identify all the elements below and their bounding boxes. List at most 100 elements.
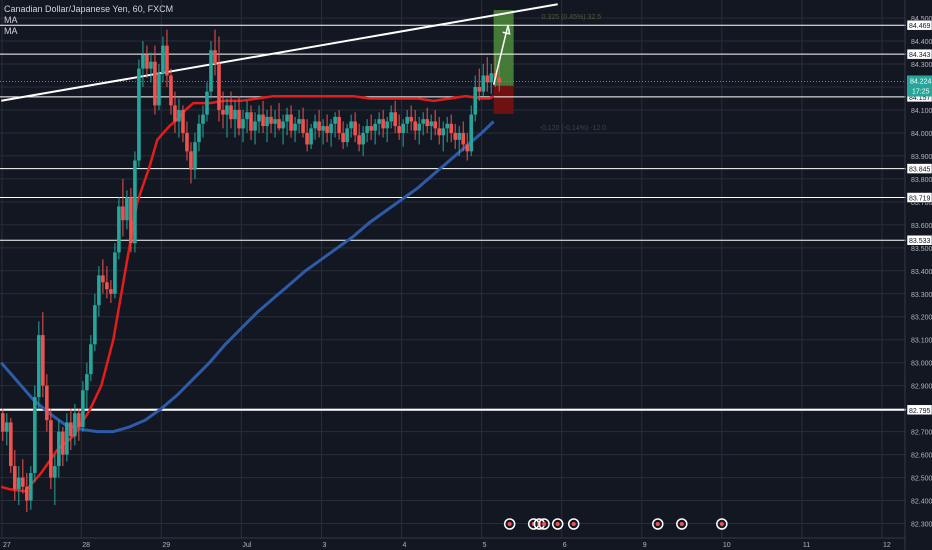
candle-body (85, 374, 89, 391)
candle-up (245, 100, 249, 133)
candle-body (269, 116, 273, 124)
candle-down (325, 114, 329, 143)
event-marker-ring (676, 518, 688, 530)
candle-down (485, 57, 490, 92)
candle-body (321, 126, 325, 131)
candle-body (217, 64, 221, 110)
candle-down (181, 105, 185, 143)
event-flag-icon[interactable] (503, 518, 516, 530)
candle-body (177, 109, 181, 122)
candle-body (465, 144, 470, 152)
symbol-title[interactable]: Canadian Dollar/Japanese Yen, 60, FXCM (4, 4, 174, 14)
x-tick-label: 6 (563, 542, 567, 549)
candle-body (237, 109, 241, 129)
candle-body (261, 114, 265, 127)
ma-indicator-label[interactable]: MA (4, 15, 18, 25)
candle-body (121, 206, 125, 221)
ma-slow-line (0, 120, 495, 434)
event-flag-icon[interactable] (538, 518, 550, 530)
candle-up (281, 114, 285, 145)
event-flag-icon[interactable] (652, 518, 664, 530)
candle-body (233, 109, 237, 120)
candle-down (497, 61, 502, 92)
candle-body (205, 91, 209, 115)
event-dot-icon[interactable] (567, 518, 580, 530)
candle-body (189, 151, 193, 170)
candle-body (297, 119, 301, 124)
candle-body (425, 119, 429, 127)
symbol-name: Canadian Dollar/Japanese Yen (4, 4, 128, 14)
candle-body (1, 413, 5, 432)
candle-body (325, 126, 329, 133)
candle-body (133, 160, 137, 244)
candle-down (1, 408, 5, 441)
candle-body (209, 50, 213, 92)
candle-up (93, 293, 97, 352)
candle-up (373, 119, 377, 145)
candle-body (417, 123, 421, 131)
candle-down (437, 116, 441, 145)
candle-body (229, 105, 233, 120)
y-tick-label: 84.100 (911, 108, 932, 115)
candle-down (129, 188, 133, 253)
level-price-label: 84.157 (909, 95, 931, 102)
candle-body (281, 121, 285, 129)
event-flag-icon[interactable] (551, 518, 564, 530)
candle-body (81, 390, 85, 428)
candle-up (225, 98, 229, 138)
candle-down (77, 408, 81, 441)
candle-body (477, 87, 482, 92)
candle-down (121, 178, 125, 237)
ma-indicator-label[interactable]: MA (4, 26, 18, 36)
candle-body (213, 50, 217, 65)
candle-down (357, 123, 361, 152)
current-price-label: 84.224 (910, 78, 932, 85)
candle-up (157, 64, 161, 110)
candle-down (413, 109, 417, 140)
candle-body (165, 45, 169, 76)
candle-down (433, 109, 437, 136)
candle-body (45, 385, 49, 421)
candle-body (449, 123, 454, 133)
candle-down (289, 105, 293, 138)
candle-up (481, 64, 486, 97)
y-tick-label: 82.300 (911, 522, 932, 529)
candle-body (181, 109, 185, 133)
candle-down (465, 132, 470, 161)
event-marker-core (571, 522, 576, 526)
candle-body (101, 275, 105, 283)
event-marker-ring (503, 518, 516, 530)
candle-body (377, 119, 381, 124)
candle-body (17, 477, 21, 490)
event-flag-icon[interactable] (676, 518, 688, 530)
candle-body (9, 422, 13, 467)
sound-event-icon[interactable] (716, 518, 728, 530)
price-countdown: 17:25 (912, 88, 930, 95)
candle-body (353, 121, 357, 136)
candle-body (65, 422, 69, 455)
candle-up (361, 126, 365, 156)
candle-body (313, 121, 317, 129)
candle-body (349, 121, 353, 129)
candle-body (49, 420, 53, 478)
candle-body (37, 335, 41, 398)
candle-body (77, 413, 81, 428)
candle-down (353, 112, 357, 143)
candle-body (157, 73, 161, 106)
candle-up (441, 121, 445, 152)
candle-body (105, 282, 109, 290)
y-tick-label: 84.000 (911, 131, 932, 138)
candle-body (437, 128, 441, 136)
candle-down (453, 123, 458, 150)
candle-body (173, 105, 177, 122)
candle-body (57, 431, 61, 467)
candle-body (309, 128, 313, 145)
candle-up (285, 107, 289, 136)
candle-body (225, 105, 229, 115)
candle-body (5, 422, 9, 432)
y-tick-label: 82.700 (911, 430, 932, 437)
candle-body (141, 54, 145, 69)
y-tick-label: 82.900 (911, 384, 932, 391)
